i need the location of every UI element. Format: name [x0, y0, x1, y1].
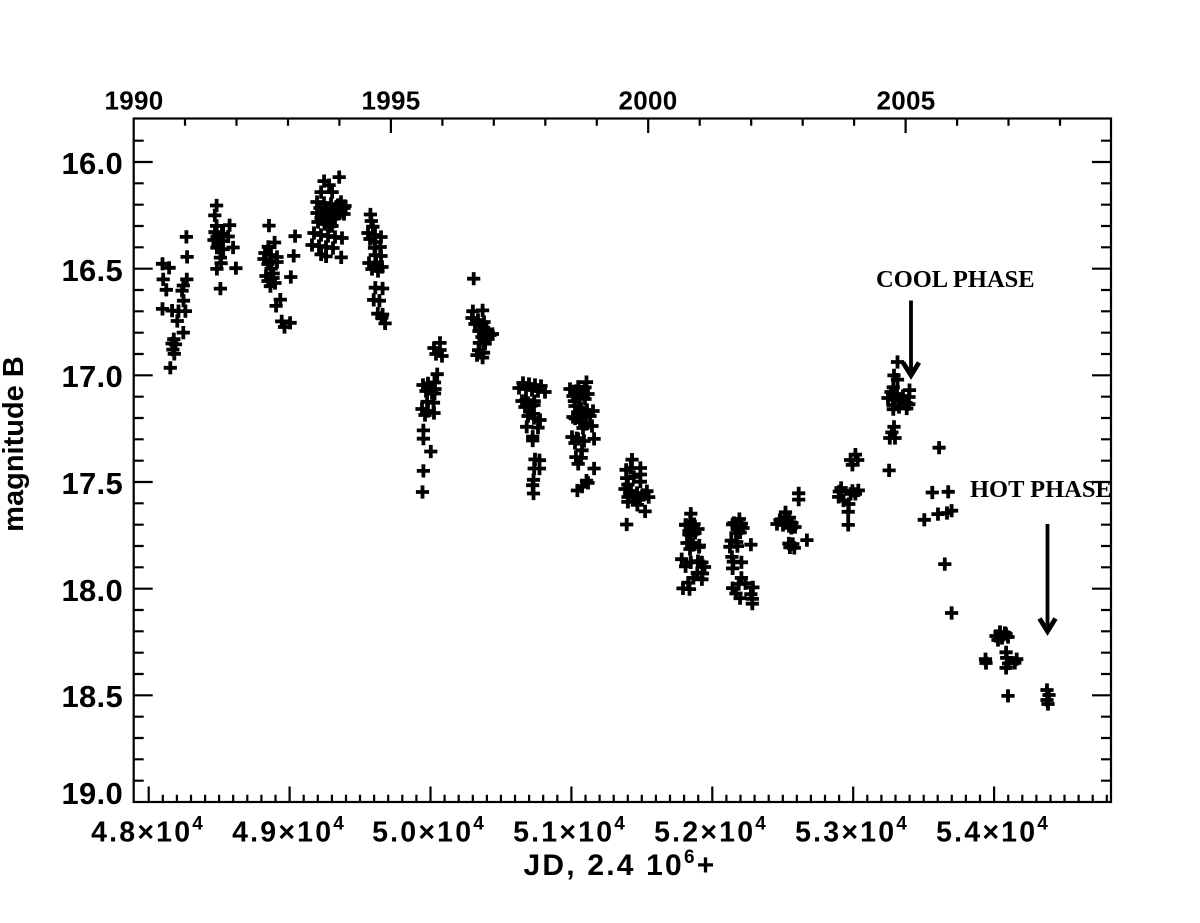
svg-text:19.0: 19.0	[61, 776, 123, 811]
svg-text:1995: 1995	[361, 86, 420, 116]
svg-text:5.4×104: 5.4×104	[936, 814, 1048, 849]
svg-text:1990: 1990	[104, 86, 163, 116]
svg-text:5.3×104: 5.3×104	[795, 814, 907, 849]
svg-text:JD, 2.4 106+: JD, 2.4 106+	[524, 847, 717, 882]
svg-text:2005: 2005	[876, 86, 935, 116]
svg-text:COOL PHASE: COOL PHASE	[876, 266, 1035, 293]
svg-text:5.2×104: 5.2×104	[654, 814, 766, 849]
svg-text:18.0: 18.0	[61, 573, 123, 608]
svg-text:HOT PHASE: HOT PHASE	[970, 476, 1112, 503]
svg-text:2000: 2000	[618, 86, 677, 116]
svg-text:16.0: 16.0	[61, 146, 123, 181]
svg-text:17.0: 17.0	[61, 359, 123, 394]
svg-text:5.0×104: 5.0×104	[372, 814, 484, 849]
svg-text:4.8×104: 4.8×104	[91, 814, 203, 849]
svg-text:18.5: 18.5	[61, 679, 123, 714]
svg-text:magnitude B: magnitude B	[0, 356, 30, 532]
svg-text:17.5: 17.5	[61, 466, 123, 501]
svg-text:16.5: 16.5	[61, 253, 123, 288]
svg-text:4.9×104: 4.9×104	[232, 814, 344, 849]
svg-text:5.1×104: 5.1×104	[513, 814, 625, 849]
